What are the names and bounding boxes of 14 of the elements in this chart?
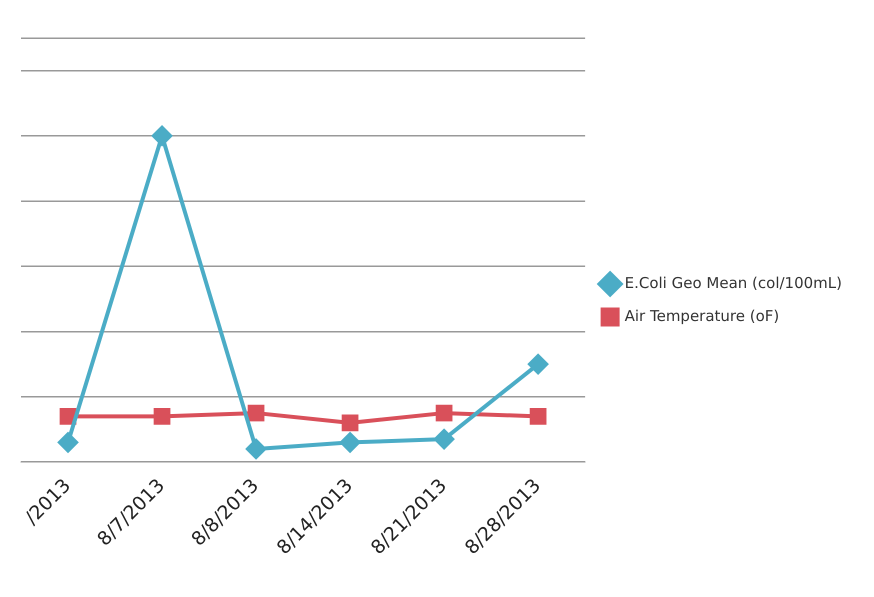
point bbox=[246, 438, 266, 459]
point bbox=[528, 354, 548, 374]
point bbox=[342, 414, 358, 432]
point bbox=[248, 404, 264, 422]
point bbox=[530, 408, 546, 425]
legend-label: Air Temperature (oF) bbox=[624, 306, 780, 325]
point bbox=[434, 429, 454, 450]
point bbox=[60, 408, 76, 425]
point bbox=[340, 432, 360, 452]
point bbox=[154, 408, 170, 425]
point bbox=[436, 404, 452, 422]
legend-label: E.Coli Geo Mean (col/100mL) bbox=[624, 274, 842, 292]
point bbox=[58, 432, 78, 452]
point bbox=[152, 126, 172, 146]
